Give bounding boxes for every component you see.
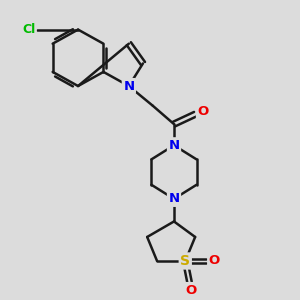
Text: O: O	[197, 106, 209, 118]
Text: N: N	[168, 192, 179, 206]
Text: S: S	[180, 254, 190, 268]
Text: N: N	[168, 139, 179, 152]
Text: N: N	[123, 80, 134, 92]
Text: O: O	[209, 254, 220, 268]
Text: O: O	[185, 284, 197, 296]
Text: Cl: Cl	[22, 23, 35, 36]
